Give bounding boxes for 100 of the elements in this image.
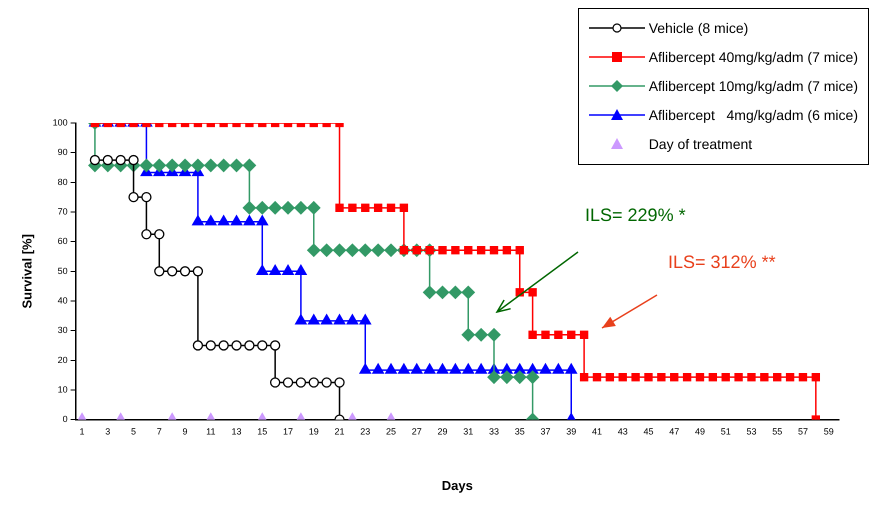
point (308, 314, 320, 324)
x-tick-label: 5 (131, 426, 136, 436)
legend-label: Aflibercept 40mg/kg/adm (7 mice) (648, 48, 858, 64)
point (282, 264, 294, 275)
x-tick-label: 59 (824, 426, 834, 436)
x-tick-label: 3 (105, 426, 110, 436)
point (294, 201, 308, 214)
x-tick-label: 43 (618, 426, 628, 436)
point (204, 215, 217, 226)
legend-label: Aflibercept 10mg/kg/adm (7 mice) (648, 78, 858, 94)
point (448, 286, 462, 300)
x-tick-label: 21 (334, 426, 345, 436)
point (217, 158, 230, 172)
point (192, 340, 204, 351)
point (244, 340, 255, 351)
legend-label: Vehicle (8 mice) (648, 20, 748, 36)
x-tick-label: 55 (772, 426, 782, 436)
x-tick-label: 53 (746, 426, 756, 436)
point (244, 215, 256, 226)
x-axis-title: Days (442, 478, 473, 493)
x-tick-label: 49 (694, 426, 705, 436)
x-tick-label: 19 (308, 426, 319, 436)
point (307, 201, 320, 214)
point (474, 328, 488, 342)
point (270, 340, 280, 351)
point (218, 340, 229, 351)
point (231, 340, 242, 351)
point (242, 158, 256, 172)
annotation: ILS= 312% ** (668, 252, 776, 273)
point (166, 158, 179, 172)
x-tick-label: 11 (206, 426, 216, 436)
point (436, 286, 450, 300)
point (359, 363, 372, 374)
point (256, 201, 269, 214)
y-tick-label: 90 (58, 147, 68, 158)
x-tick-label: 1 (80, 426, 85, 436)
point (128, 154, 139, 166)
point (152, 158, 166, 172)
point (141, 229, 152, 240)
point (141, 192, 152, 202)
point (385, 363, 397, 374)
point (320, 244, 334, 257)
point (372, 363, 384, 374)
point (424, 363, 436, 374)
point (450, 363, 462, 374)
point (295, 314, 307, 324)
point (358, 244, 372, 257)
point (462, 286, 475, 300)
x-tick-label: 35 (514, 426, 525, 436)
point (422, 286, 436, 300)
y-tick-label: 70 (58, 206, 68, 216)
point (128, 192, 139, 202)
point (191, 158, 205, 172)
point (307, 244, 320, 257)
point (154, 229, 164, 240)
point (398, 363, 410, 374)
point (346, 244, 360, 257)
point (102, 154, 113, 166)
point (256, 215, 268, 226)
x-tick-label: 17 (283, 426, 294, 436)
x-tick-label: 7 (156, 426, 162, 436)
point (116, 154, 126, 166)
point (256, 264, 268, 275)
x-tick-label: 9 (182, 426, 188, 436)
point (268, 201, 282, 214)
point (180, 266, 190, 276)
point (320, 314, 332, 324)
point (384, 244, 398, 257)
point (192, 215, 204, 226)
x-tick-label: 45 (643, 426, 654, 436)
x-tick-label: 41 (592, 426, 602, 436)
legend-label: Day of treatment (648, 136, 752, 152)
point (140, 158, 154, 172)
point (178, 158, 192, 172)
point (359, 314, 372, 324)
point (332, 244, 346, 257)
y-tick-label: 50 (58, 266, 68, 276)
point (206, 340, 216, 351)
x-tick-label: 33 (488, 426, 500, 436)
x-tick-label: 39 (566, 426, 576, 436)
y-tick-label: 30 (58, 325, 68, 336)
point (218, 215, 230, 226)
point (167, 266, 178, 276)
x-tick-label: 25 (386, 426, 396, 436)
point (462, 328, 475, 342)
point (269, 264, 281, 275)
point (204, 158, 218, 172)
x-tick-label: 51 (720, 426, 731, 436)
point (242, 201, 256, 214)
y-tick-label: 40 (58, 295, 68, 306)
point (487, 328, 501, 342)
point (410, 363, 423, 374)
y-axis-title: Survival [%] (19, 234, 34, 309)
point (565, 363, 578, 374)
y-tick-label: 0 (62, 414, 68, 424)
point (295, 264, 307, 275)
point (230, 158, 244, 172)
y-tick-label: 60 (58, 236, 68, 246)
x-tick-label: 57 (798, 426, 808, 436)
x-tick-label: 37 (540, 426, 550, 436)
